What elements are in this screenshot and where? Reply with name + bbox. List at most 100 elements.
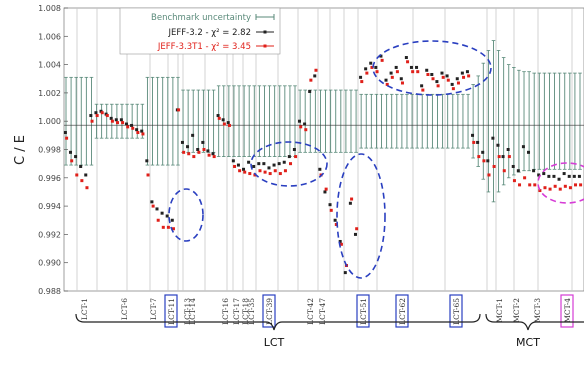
y-tick-label: 0.990 [38, 259, 61, 268]
point-jeff32 [542, 172, 546, 176]
point-jeff33 [202, 148, 206, 151]
point-jeff33 [472, 140, 476, 144]
point-jeff32 [359, 75, 363, 79]
point-jeff32 [420, 84, 424, 88]
y-tick-label: 0.988 [38, 287, 61, 296]
point-jeff32 [577, 174, 581, 178]
point-jeff32 [435, 80, 439, 84]
highlight-lct11 [168, 188, 204, 242]
point-jeff33 [283, 169, 287, 173]
point-jeff33 [115, 121, 119, 125]
y-axis-ticks: 0.988 0.990 0.992 0.994 0.996 0.998 1.000 1.002… [38, 4, 68, 296]
point-jeff33 [100, 111, 104, 115]
point-jeff33 [80, 179, 84, 183]
point-jeff32 [74, 155, 78, 159]
point-jeff32 [84, 173, 88, 177]
y-tick-label: 1.000 [38, 117, 61, 126]
point-jeff33 [350, 197, 354, 201]
point-jeff33 [278, 172, 282, 176]
point-jeff33 [579, 183, 583, 187]
point-jeff32 [557, 177, 561, 181]
x-tick-label: LCT-42 [306, 298, 315, 325]
point-jeff33 [528, 183, 532, 187]
point-jeff33 [314, 68, 318, 72]
point-jeff32 [323, 190, 327, 194]
point-jeff33 [75, 173, 79, 177]
group-brackets [75, 313, 584, 331]
point-jeff32 [140, 129, 144, 133]
point-jeff33 [156, 218, 160, 222]
point-jeff32 [257, 162, 261, 166]
point-jeff33 [334, 222, 338, 226]
point-jeff32 [527, 150, 531, 154]
point-jeff32 [496, 143, 500, 147]
point-jeff32 [379, 54, 383, 58]
point-jeff32 [216, 114, 220, 118]
point-jeff32 [318, 167, 322, 171]
point-jeff32 [399, 77, 403, 81]
point-jeff32 [211, 152, 215, 156]
point-jeff33 [446, 78, 450, 82]
x-tick-label: LCT-14 [188, 298, 197, 325]
point-jeff32 [440, 71, 444, 75]
point-jeff32 [455, 77, 459, 81]
point-jeff32 [155, 207, 159, 211]
point-jeff33 [151, 204, 155, 208]
point-jeff32 [562, 172, 566, 176]
x-tick-label: LCT-35 [247, 298, 256, 325]
point-jeff33 [212, 155, 216, 159]
point-jeff33 [553, 184, 557, 188]
point-jeff32 [231, 159, 235, 163]
point-jeff33 [273, 169, 277, 173]
point-jeff32 [425, 68, 429, 72]
point-jeff32 [486, 159, 490, 163]
x-tick-label: MCT-3 [533, 298, 542, 323]
point-jeff33 [309, 78, 313, 82]
y-axis-label: C / E [13, 135, 28, 165]
point-jeff33 [329, 208, 333, 212]
point-jeff32 [221, 118, 225, 122]
point-jeff32 [196, 148, 200, 151]
point-jeff32 [267, 166, 271, 170]
point-jeff32 [124, 122, 128, 126]
point-jeff32 [552, 174, 556, 178]
point-jeff33 [171, 227, 175, 231]
x-tick-label: LCT-18 [241, 298, 250, 325]
x-tick-label: LCT-47 [318, 298, 327, 325]
x-tick-label: LCT-62 [398, 298, 407, 325]
point-jeff33 [400, 81, 404, 85]
point-jeff33 [161, 225, 165, 229]
point-jeff33 [411, 70, 415, 74]
point-jeff33 [482, 159, 486, 163]
point-jeff32 [450, 82, 454, 86]
x-tick-label: MCT-4 [563, 298, 572, 323]
point-jeff32 [297, 119, 301, 123]
point-jeff33 [243, 170, 247, 174]
point-jeff32 [445, 74, 449, 78]
point-jeff33 [207, 153, 211, 157]
point-jeff32 [206, 149, 210, 153]
point-jeff33 [467, 74, 471, 78]
point-jeff33 [197, 150, 201, 154]
bracket-lct [75, 313, 481, 331]
point-jeff33 [477, 155, 481, 159]
point-jeff33 [166, 225, 170, 229]
y-tick-label: 0.994 [38, 202, 61, 211]
point-jeff32 [333, 218, 337, 222]
point-jeff33 [233, 164, 237, 168]
point-jeff32 [201, 140, 205, 144]
tick-highlight-box [356, 294, 370, 328]
point-jeff32 [374, 65, 378, 69]
point-jeff33 [441, 75, 445, 79]
point-jeff33 [533, 183, 537, 187]
tick-highlight-box [449, 294, 463, 328]
x-tick-label: LCT-65 [452, 298, 461, 325]
tick-highlight-box [560, 294, 574, 328]
y-tick-label: 1.002 [38, 89, 61, 98]
point-jeff32 [409, 65, 413, 69]
legend: Benchmark uncertainty JEFF-3.2 - χ² = 2.… [119, 7, 281, 55]
point-jeff32 [130, 123, 134, 127]
point-jeff33 [395, 70, 399, 74]
